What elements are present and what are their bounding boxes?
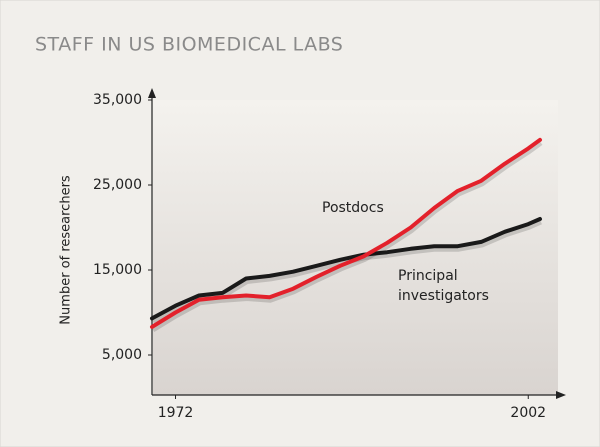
plot-area [153,100,558,395]
y-tick-label: 15,000 [93,262,142,278]
series-line [150,217,542,321]
y-axis-title: Number of researchers [59,175,74,325]
chart-title: STAFF IN US BIOMEDICAL LABS [35,34,343,56]
y-tick-label: 25,000 [93,177,142,193]
y-axis-arrow [148,88,156,98]
x-axis-arrow [556,391,566,399]
y-tick-label: 35,000 [93,92,142,108]
x-tick-label: 1972 [158,405,194,421]
line-shadow [151,140,543,333]
annotation: investigators [398,288,489,304]
annotation: Postdocs [322,200,384,216]
x-tick-label: 2002 [510,405,546,421]
y-tick-label: 5,000 [102,347,142,363]
annotation: Principal [398,268,458,284]
series-line [150,137,542,329]
